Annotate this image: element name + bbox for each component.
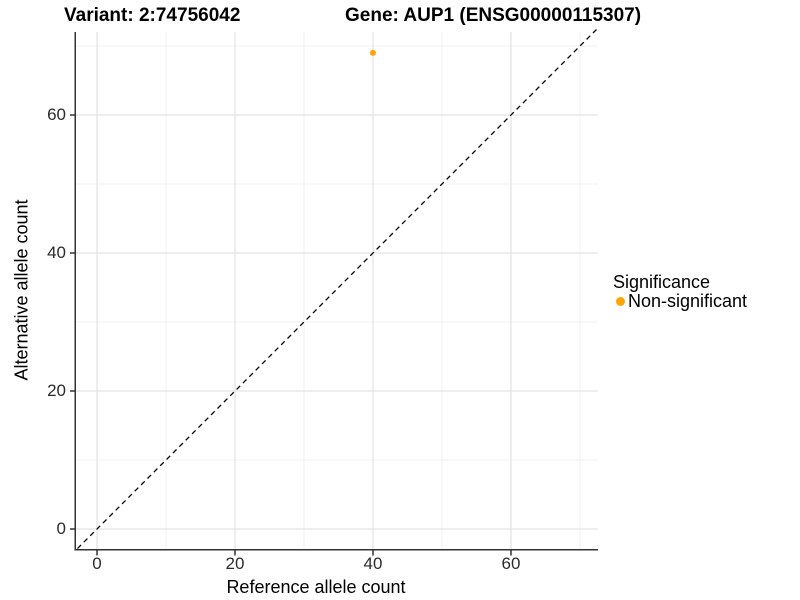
x-tick-0: 0 <box>92 554 102 573</box>
legend-item-label: Non-significant <box>628 291 748 311</box>
x-tick-60: 60 <box>501 554 521 573</box>
y-tick-40: 40 <box>47 243 66 262</box>
x-axis-label: Reference allele count <box>226 577 406 597</box>
y-axis-label: Alternative allele count <box>11 199 32 381</box>
x-tick-40: 40 <box>363 554 383 573</box>
y-tick-60: 60 <box>47 105 66 124</box>
variant-title: Variant: 2:74756042 <box>64 5 241 26</box>
gene-title: Gene: AUP1 (ENSG00000115307) <box>345 5 642 26</box>
legend-title: Significance <box>613 272 711 292</box>
x-tick-20: 20 <box>225 554 245 573</box>
axis-lines <box>74 32 598 551</box>
y-tick-0: 0 <box>56 519 66 538</box>
data-point <box>370 49 376 56</box>
identity-line <box>77 28 598 549</box>
legend-swatch <box>616 296 625 306</box>
tick-marks <box>70 114 512 556</box>
gridlines-minor <box>75 32 598 549</box>
y-tick-20: 20 <box>47 381 66 400</box>
legend-item-non-significant: Non-significant <box>616 291 747 311</box>
